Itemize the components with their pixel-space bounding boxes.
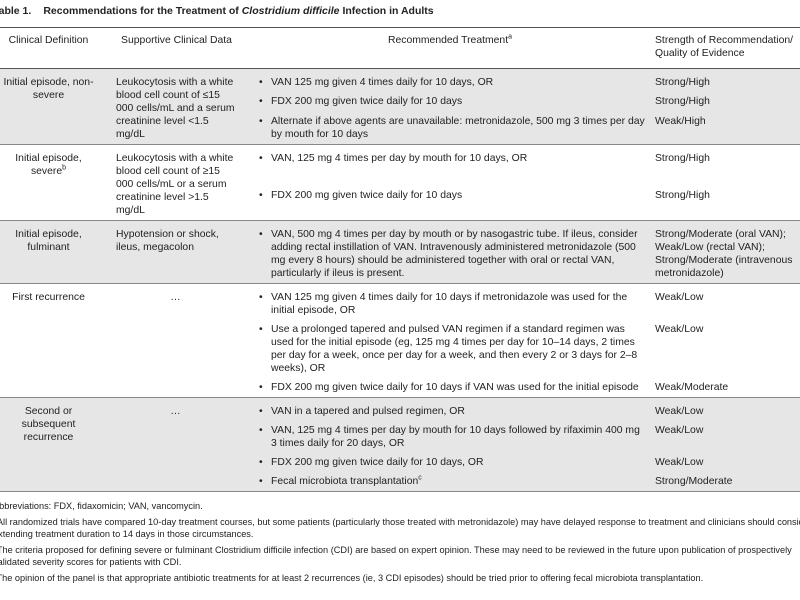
- treatment-cell: VAN 125 mg given 4 times daily for 10 da…: [249, 68, 651, 93]
- treatment-text: Fecal microbiota transplantation: [271, 476, 419, 487]
- footnote: bThe criteria proposed for defining seve…: [0, 544, 800, 568]
- footnote-text: The criteria proposed for defining sever…: [0, 545, 792, 567]
- strength-cell: Weak/Low: [655, 324, 704, 335]
- supportive-cell: Hypotension or shock, ileus, megacolon: [104, 220, 249, 284]
- table-row: FDX 200 mg given twice daily for 10 days…: [0, 453, 800, 472]
- table-row: VAN, 125 mg 4 times per day by mouth for…: [0, 421, 800, 453]
- footnote-ref: c: [418, 474, 422, 482]
- footnote-text: All randomized trials have compared 10-d…: [0, 517, 800, 539]
- title-label: Table 1.: [0, 5, 32, 17]
- supportive-cell: …: [104, 397, 249, 491]
- treatment-text: FDX 200 mg given twice daily for 10 days: [271, 96, 463, 108]
- strength-cell: Strong/High: [651, 68, 800, 93]
- table-row: Initial episode, fulminant Hypotension or…: [0, 220, 800, 284]
- table-row: Fecal microbiota transplantationcStrong/…: [0, 472, 800, 491]
- table-title: Table 1. Recommendations for the Treatmen…: [0, 0, 800, 27]
- treatment-text: VAN, 125 mg 4 times per day by mouth for…: [271, 425, 640, 449]
- header-cell: Strength of Recommendation/ Quality of E…: [651, 27, 800, 69]
- table-body: Initial episode, non-severe Leukocytosis …: [0, 68, 800, 491]
- treatment-cell: FDX 200 mg given twice daily for 10 days…: [249, 453, 651, 472]
- strength-cell: Strong/Moderate (oral VAN); Weak/Low (re…: [651, 220, 800, 284]
- table-row: Initial episode, severeb Leukocytosis wit…: [0, 144, 800, 221]
- header-row: Clinical Definition Supportive Clinical …: [0, 27, 800, 69]
- treatment-cell: FDX 200 mg given twice daily for 10 days: [249, 186, 651, 220]
- definition-cell: Second or subsequent recurrence: [0, 397, 104, 491]
- title-italic: Clostridium difficile: [241, 5, 340, 17]
- strength-cell: Weak/Low: [651, 397, 800, 421]
- treatment-text: VAN 125 mg given 4 times daily for 10 da…: [271, 292, 628, 316]
- treatment-cell: Use a prolonged tapered and pulsed VAN r…: [249, 320, 651, 378]
- treatment-text: FDX 200 mg given twice daily for 10 days…: [271, 457, 484, 468]
- treatment-cell: VAN 125 mg given 4 times daily for 10 da…: [249, 283, 651, 320]
- treatment-cell: Fecal microbiota transplantationc: [249, 472, 651, 491]
- treatment-text: VAN in a tapered and pulsed regimen, OR: [271, 406, 465, 417]
- definition-text: First recurrence: [12, 292, 85, 303]
- footnote-text: The opinion of the panel is that appropr…: [0, 573, 704, 583]
- treatment-cell: VAN, 125 mg 4 times per day by mouth for…: [249, 144, 651, 187]
- table-row: Use a prolonged tapered and pulsed VAN r…: [0, 320, 800, 378]
- header-cell: Recommended Treatmenta: [249, 27, 651, 69]
- title-text: Infection in Adults: [339, 5, 434, 17]
- footnote: aAll randomized trials have compared 10-…: [0, 516, 800, 540]
- table-row: Alternate if above agents are unavailabl…: [0, 111, 800, 145]
- treatment-text: FDX 200 mg given twice daily for 10 days…: [271, 382, 639, 393]
- header-cell: Supportive Clinical Data: [104, 27, 249, 69]
- definition-text: Initial episode, severe: [15, 153, 82, 177]
- strength-cell: Strong/High: [651, 92, 800, 112]
- strength-cell: Weak/Low: [651, 421, 800, 453]
- recommendation-table: Clinical Definition Supportive Clinical …: [0, 27, 800, 491]
- strength-cell: Strong/High: [651, 144, 800, 187]
- footnote-text: Abbreviations: FDX, fidaxomicin; VAN, va…: [0, 501, 203, 511]
- title-text: Recommendations for the Treatment of: [43, 5, 242, 17]
- strength-cell: Weak/Low: [651, 453, 800, 472]
- table-row: First recurrence … VAN 125 mg given 4 time…: [0, 283, 800, 398]
- treatment-text: Use a prolonged tapered and pulsed VAN r…: [271, 324, 638, 374]
- definition-cell: Initial episode, non-severe: [0, 68, 104, 145]
- strength-cell: Strong/Moderate: [651, 472, 800, 491]
- definition-text: Initial episode, fulminant: [15, 229, 82, 253]
- supportive-cell: Leukocytosis with a white blood cell cou…: [104, 68, 249, 145]
- definition-cell: First recurrence: [0, 283, 104, 398]
- table-row: FDX 200 mg given twice daily for 10 days…: [0, 378, 800, 398]
- footnote-ref: b: [62, 164, 67, 172]
- treatment-cell: VAN in a tapered and pulsed regimen, OR: [249, 397, 651, 421]
- treatment-cell: Alternate if above agents are unavailabl…: [249, 111, 651, 145]
- definition-cell: Initial episode, fulminant: [0, 220, 104, 284]
- supportive-cell: …: [104, 283, 249, 398]
- footnote: cThe opinion of the panel is that approp…: [0, 572, 800, 584]
- header-text: Recommended Treatment: [387, 35, 509, 46]
- definition-text: Initial episode, non-severe: [3, 77, 94, 101]
- treatment-text: VAN, 125 mg 4 times per day by mouth for…: [271, 153, 528, 164]
- table-row: Initial episode, non-severe Leukocytosis …: [0, 68, 800, 145]
- strength-cell: Strong/High: [655, 190, 710, 202]
- strength-cell: Weak/High: [651, 111, 800, 145]
- footnote: Abbreviations: FDX, fidaxomicin; VAN, va…: [0, 500, 800, 512]
- treatment-cell: VAN, 500 mg 4 times per day by mouth or …: [249, 220, 651, 284]
- definition-text: Second or subsequent recurrence: [21, 406, 76, 443]
- treatment-cell: FDX 200 mg given twice daily for 10 days…: [249, 378, 651, 398]
- definition-cell: Initial episode, severeb: [0, 144, 104, 221]
- table-row: Second or subsequent recurrence … VAN in a…: [0, 397, 800, 491]
- treatment-text: FDX 200 mg given twice daily for 10 days: [271, 190, 463, 202]
- table-row: FDX 200 mg given twice daily for 10 days…: [0, 92, 800, 112]
- table-row: FDX 200 mg given twice daily for 10 days…: [0, 186, 800, 220]
- treatment-text: VAN, 500 mg 4 times per day by mouth or …: [271, 229, 638, 279]
- footnotes: Abbreviations: FDX, fidaxomicin; VAN, va…: [0, 491, 800, 584]
- strength-cell: Weak/Low: [651, 283, 800, 320]
- treatment-text: VAN 125 mg given 4 times daily for 10 da…: [271, 77, 494, 88]
- supportive-cell: Leukocytosis with a white blood cell cou…: [104, 144, 249, 221]
- header-cell: Clinical Definition: [0, 27, 104, 69]
- treatment-text: Alternate if above agents are unavailabl…: [271, 115, 645, 140]
- treatment-cell: FDX 200 mg given twice daily for 10 days: [249, 92, 651, 112]
- footnote-ref: a: [508, 33, 513, 41]
- treatment-cell: VAN, 125 mg 4 times per day by mouth for…: [249, 421, 651, 453]
- strength-cell: Weak/Moderate: [655, 382, 729, 393]
